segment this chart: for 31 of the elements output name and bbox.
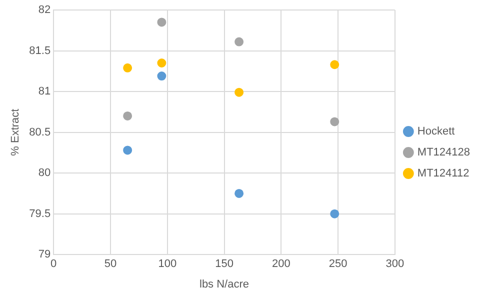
y-tick-label: 80: [38, 167, 51, 180]
y-tick-label: 79.5: [29, 208, 51, 220]
point: [157, 18, 166, 27]
y-tick-label: 80.5: [29, 126, 51, 138]
x-axis-title: lbs N/acre: [199, 278, 250, 290]
point: [234, 188, 244, 198]
x-tick-label: 100: [158, 258, 177, 270]
point: [330, 60, 340, 70]
point: [330, 117, 340, 126]
legend-label: MT124112: [417, 168, 470, 180]
point: [234, 37, 244, 46]
point: [234, 88, 244, 97]
x-tick-label: 150: [215, 258, 234, 270]
legend-label: MT124128: [417, 146, 470, 159]
point: [123, 111, 132, 120]
x-tick-label: 200: [272, 258, 290, 270]
y-tick-label: 81: [38, 86, 51, 98]
y-axis-title: % Extract: [10, 108, 22, 156]
y-tick-label: 81.5: [29, 44, 51, 57]
point: [157, 58, 166, 68]
x-tick-label: 300: [386, 258, 404, 270]
y-tick-label: 79: [38, 248, 51, 261]
legend-label: Hockett: [417, 126, 455, 138]
x-tick-label: 50: [104, 258, 117, 270]
x-tick-label: 250: [328, 258, 348, 270]
point: [330, 209, 340, 218]
y-tick-label: 82: [38, 4, 51, 16]
x-tick-label: 0: [50, 258, 57, 270]
point: [157, 72, 166, 81]
point: [123, 63, 132, 72]
point: [123, 146, 132, 155]
